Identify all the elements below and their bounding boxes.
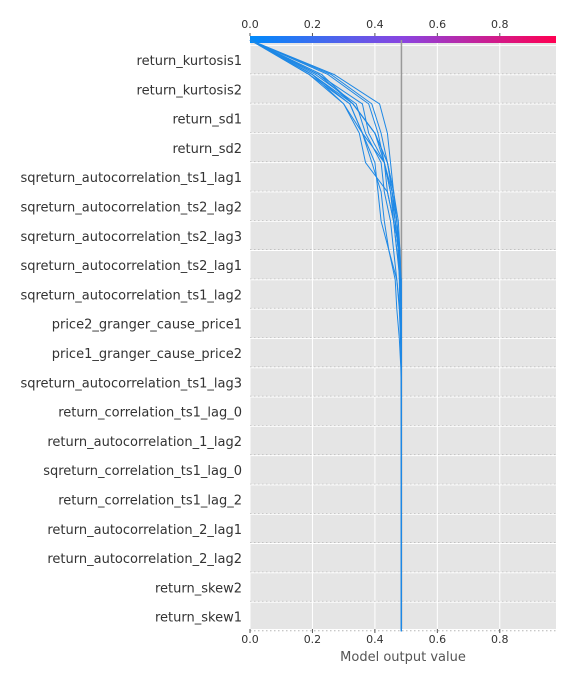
bottom-axis-ticks: 0.0 0.2 0.4 0.6 0.8 (241, 629, 509, 646)
feature-label: return_skew1 (155, 611, 242, 626)
bottom-tick-label: 0.0 (241, 633, 259, 646)
feature-label: return_sd2 (172, 142, 242, 157)
feature-label: return_kurtosis2 (137, 83, 242, 98)
feature-label: sqreturn_autocorrelation_ts1_lag2 (20, 288, 242, 303)
feature-label: return_autocorrelation_2_lag1 (47, 523, 242, 538)
feature-label: sqreturn_autocorrelation_ts1_lag1 (20, 171, 242, 186)
bottom-tick-label: 0.2 (304, 633, 322, 646)
feature-labels: return_kurtosis1 return_kurtosis2 return_s… (20, 54, 242, 626)
feature-label: return_correlation_ts1_lag_2 (58, 494, 242, 509)
feature-label: sqreturn_autocorrelation_ts2_lag1 (20, 259, 242, 274)
feature-label: return_kurtosis1 (137, 54, 242, 69)
decision-line (249, 39, 402, 632)
feature-label: price1_granger_cause_price2 (52, 347, 242, 362)
top-tick-label: 0.2 (304, 18, 322, 31)
feature-label: return_sd1 (172, 113, 242, 128)
feature-label: return_autocorrelation_2_lag2 (47, 552, 242, 567)
feature-label: return_autocorrelation_1_lag2 (47, 435, 242, 450)
feature-label: return_skew2 (155, 581, 242, 596)
top-axis-ticks: 0.0 0.2 0.4 0.6 0.8 (241, 18, 509, 36)
feature-label: sqreturn_autocorrelation_ts2_lag2 (20, 201, 242, 216)
decision-lines (249, 39, 402, 632)
top-tick-label: 0.4 (366, 18, 384, 31)
feature-label: sqreturn_correlation_ts1_lag_0 (43, 464, 242, 479)
feature-label: sqreturn_autocorrelation_ts1_lag3 (20, 376, 242, 391)
top-tick-label: 0.8 (491, 18, 509, 31)
x-axis-title: Model output value (340, 650, 466, 665)
top-tick-label: 0.0 (241, 18, 259, 31)
bottom-tick-label: 0.6 (429, 633, 447, 646)
colorbar (250, 36, 556, 43)
feature-label: price2_granger_cause_price1 (52, 318, 242, 333)
plot-background (250, 40, 556, 629)
bottom-tick-label: 0.8 (491, 633, 509, 646)
grid (249, 40, 556, 632)
bottom-tick-label: 0.4 (366, 633, 384, 646)
feature-label: sqreturn_autocorrelation_ts2_lag3 (20, 230, 242, 245)
feature-label: return_correlation_ts1_lag_0 (58, 406, 242, 421)
top-tick-label: 0.6 (429, 18, 447, 31)
